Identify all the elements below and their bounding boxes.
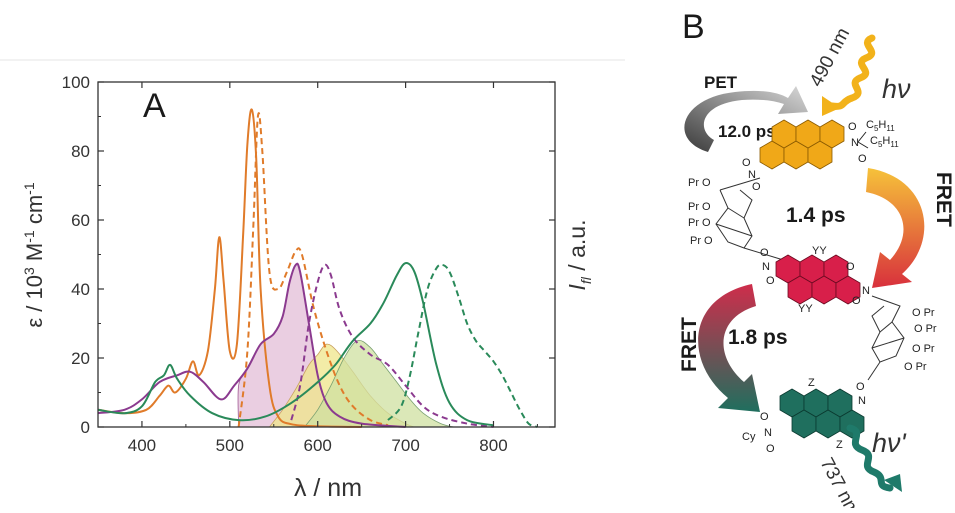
fret1-arrow-icon <box>866 168 925 288</box>
emission-arrowhead-icon <box>884 474 902 492</box>
fret2-time: 1.8 ps <box>728 326 788 349</box>
x-axis-label: λ / nm <box>294 474 362 502</box>
donor-imide-groups: O N O O N O <box>742 121 867 193</box>
svg-text:N: N <box>762 261 770 273</box>
svg-text:C5H11: C5H11 <box>866 119 895 133</box>
y-tick-label: 20 <box>71 349 90 368</box>
acceptor-dye-atoms: Z Z O N O N O Cy <box>742 377 866 455</box>
svg-text:OPr: O Pr <box>914 323 937 335</box>
y-tick-label: 40 <box>71 280 90 299</box>
plot-area <box>97 108 538 428</box>
spectrum-line-2 <box>237 112 389 428</box>
x-tick-label: 800 <box>479 436 507 455</box>
pet-arrow-icon <box>684 86 808 152</box>
x-tick-label: 700 <box>391 436 419 455</box>
emission-symbol: hν' <box>872 428 907 458</box>
svg-text:Z: Z <box>808 377 815 389</box>
spectrum-line-3 <box>97 262 406 428</box>
panel-a-label: A <box>143 87 166 125</box>
svg-text:PrO: Pr O <box>688 217 711 229</box>
svg-text:C5H11: C5H11 <box>870 135 899 149</box>
absorption-emission-chart: 400 500 600 700 800 0 20 40 60 80 100 A λ / nm ε /… <box>0 59 625 502</box>
svg-text:O: O <box>856 381 865 393</box>
svg-text:O: O <box>846 261 855 273</box>
excitation-arrowhead-icon <box>822 96 840 116</box>
svg-text:O: O <box>760 247 769 259</box>
x-tick-label: 600 <box>304 436 332 455</box>
svg-text:O: O <box>760 411 769 423</box>
svg-text:PrO: Pr O <box>688 177 711 189</box>
y-tick-label: 80 <box>71 142 90 161</box>
excitation-symbol: hν <box>882 74 911 104</box>
x-tick-label: 500 <box>216 436 244 455</box>
spectrum-line-5 <box>97 262 494 427</box>
svg-text:OPr: O Pr <box>904 361 927 373</box>
fret1-time: 1.4 ps <box>786 204 846 227</box>
overlap-area-3 <box>303 340 455 428</box>
acceptor-dye <box>779 388 865 439</box>
excitation-wavelength: 490 nm <box>806 25 854 91</box>
svg-text:O: O <box>852 295 861 307</box>
svg-text:N: N <box>858 395 866 407</box>
svg-text:O: O <box>752 181 761 193</box>
spectrum-line-1 <box>97 108 362 428</box>
spectrum-line-4 <box>290 263 494 428</box>
svg-text:O: O <box>742 157 751 169</box>
y-tick-label: 100 <box>62 73 90 92</box>
right-propoxy-groups: O Pr O Pr O Pr O Pr <box>904 307 937 373</box>
svg-text:Cy: Cy <box>742 431 756 443</box>
right-calixarene-bridge <box>867 295 905 381</box>
axis-ticks: 400 500 600 700 800 0 20 40 60 80 100 <box>62 73 555 455</box>
y-axis-label: ε / 103 M-1 cm-1 <box>21 182 47 327</box>
svg-text:Z: Z <box>836 439 843 451</box>
y-tick-label: 60 <box>71 211 90 230</box>
svg-text:YY: YY <box>812 245 827 257</box>
donor-dye <box>759 119 845 170</box>
fret1-label: FRET <box>932 172 955 227</box>
spectrum-line-6 <box>387 263 538 428</box>
svg-text:N: N <box>748 169 756 181</box>
emission-wave-icon <box>846 424 894 492</box>
x-tick-label: 400 <box>128 436 156 455</box>
svg-text:O: O <box>766 443 775 455</box>
energy-transfer-scheme: B 490 nm hν PET 12.0 ps O N O O N O C5H1… <box>678 8 955 513</box>
svg-text:N: N <box>851 137 859 149</box>
right-axis-label: Ifl / a.u. <box>564 220 594 291</box>
central-dye-atoms: O N O YY YY O N O <box>760 245 870 315</box>
svg-text:O: O <box>858 153 867 165</box>
pet-time: 12.0 ps <box>718 122 776 141</box>
svg-text:O: O <box>766 275 775 287</box>
pet-label: PET <box>704 73 738 92</box>
excitation-wave-icon <box>828 34 876 110</box>
emission-wavelength: 737 nm <box>816 454 864 508</box>
svg-text:YY: YY <box>798 303 813 315</box>
central-dye <box>775 254 861 305</box>
svg-text:N: N <box>764 427 772 439</box>
svg-text:PrO: Pr O <box>688 201 711 213</box>
svg-text:OPr: O Pr <box>912 307 935 319</box>
svg-text:O: O <box>848 121 857 133</box>
svg-text:N: N <box>862 285 870 297</box>
fret2-arrow-icon <box>698 284 760 412</box>
y-tick-label: 0 <box>81 418 90 437</box>
svg-text:OPr: O Pr <box>912 343 935 355</box>
donor-substituents: C5H11 C5H11 <box>866 119 899 149</box>
panel-b-label: B <box>682 8 705 46</box>
svg-text:PrO: Pr O <box>690 235 713 247</box>
left-propoxy-groups: Pr O Pr O Pr O Pr O <box>688 177 713 247</box>
fret2-label: FRET <box>678 317 701 372</box>
